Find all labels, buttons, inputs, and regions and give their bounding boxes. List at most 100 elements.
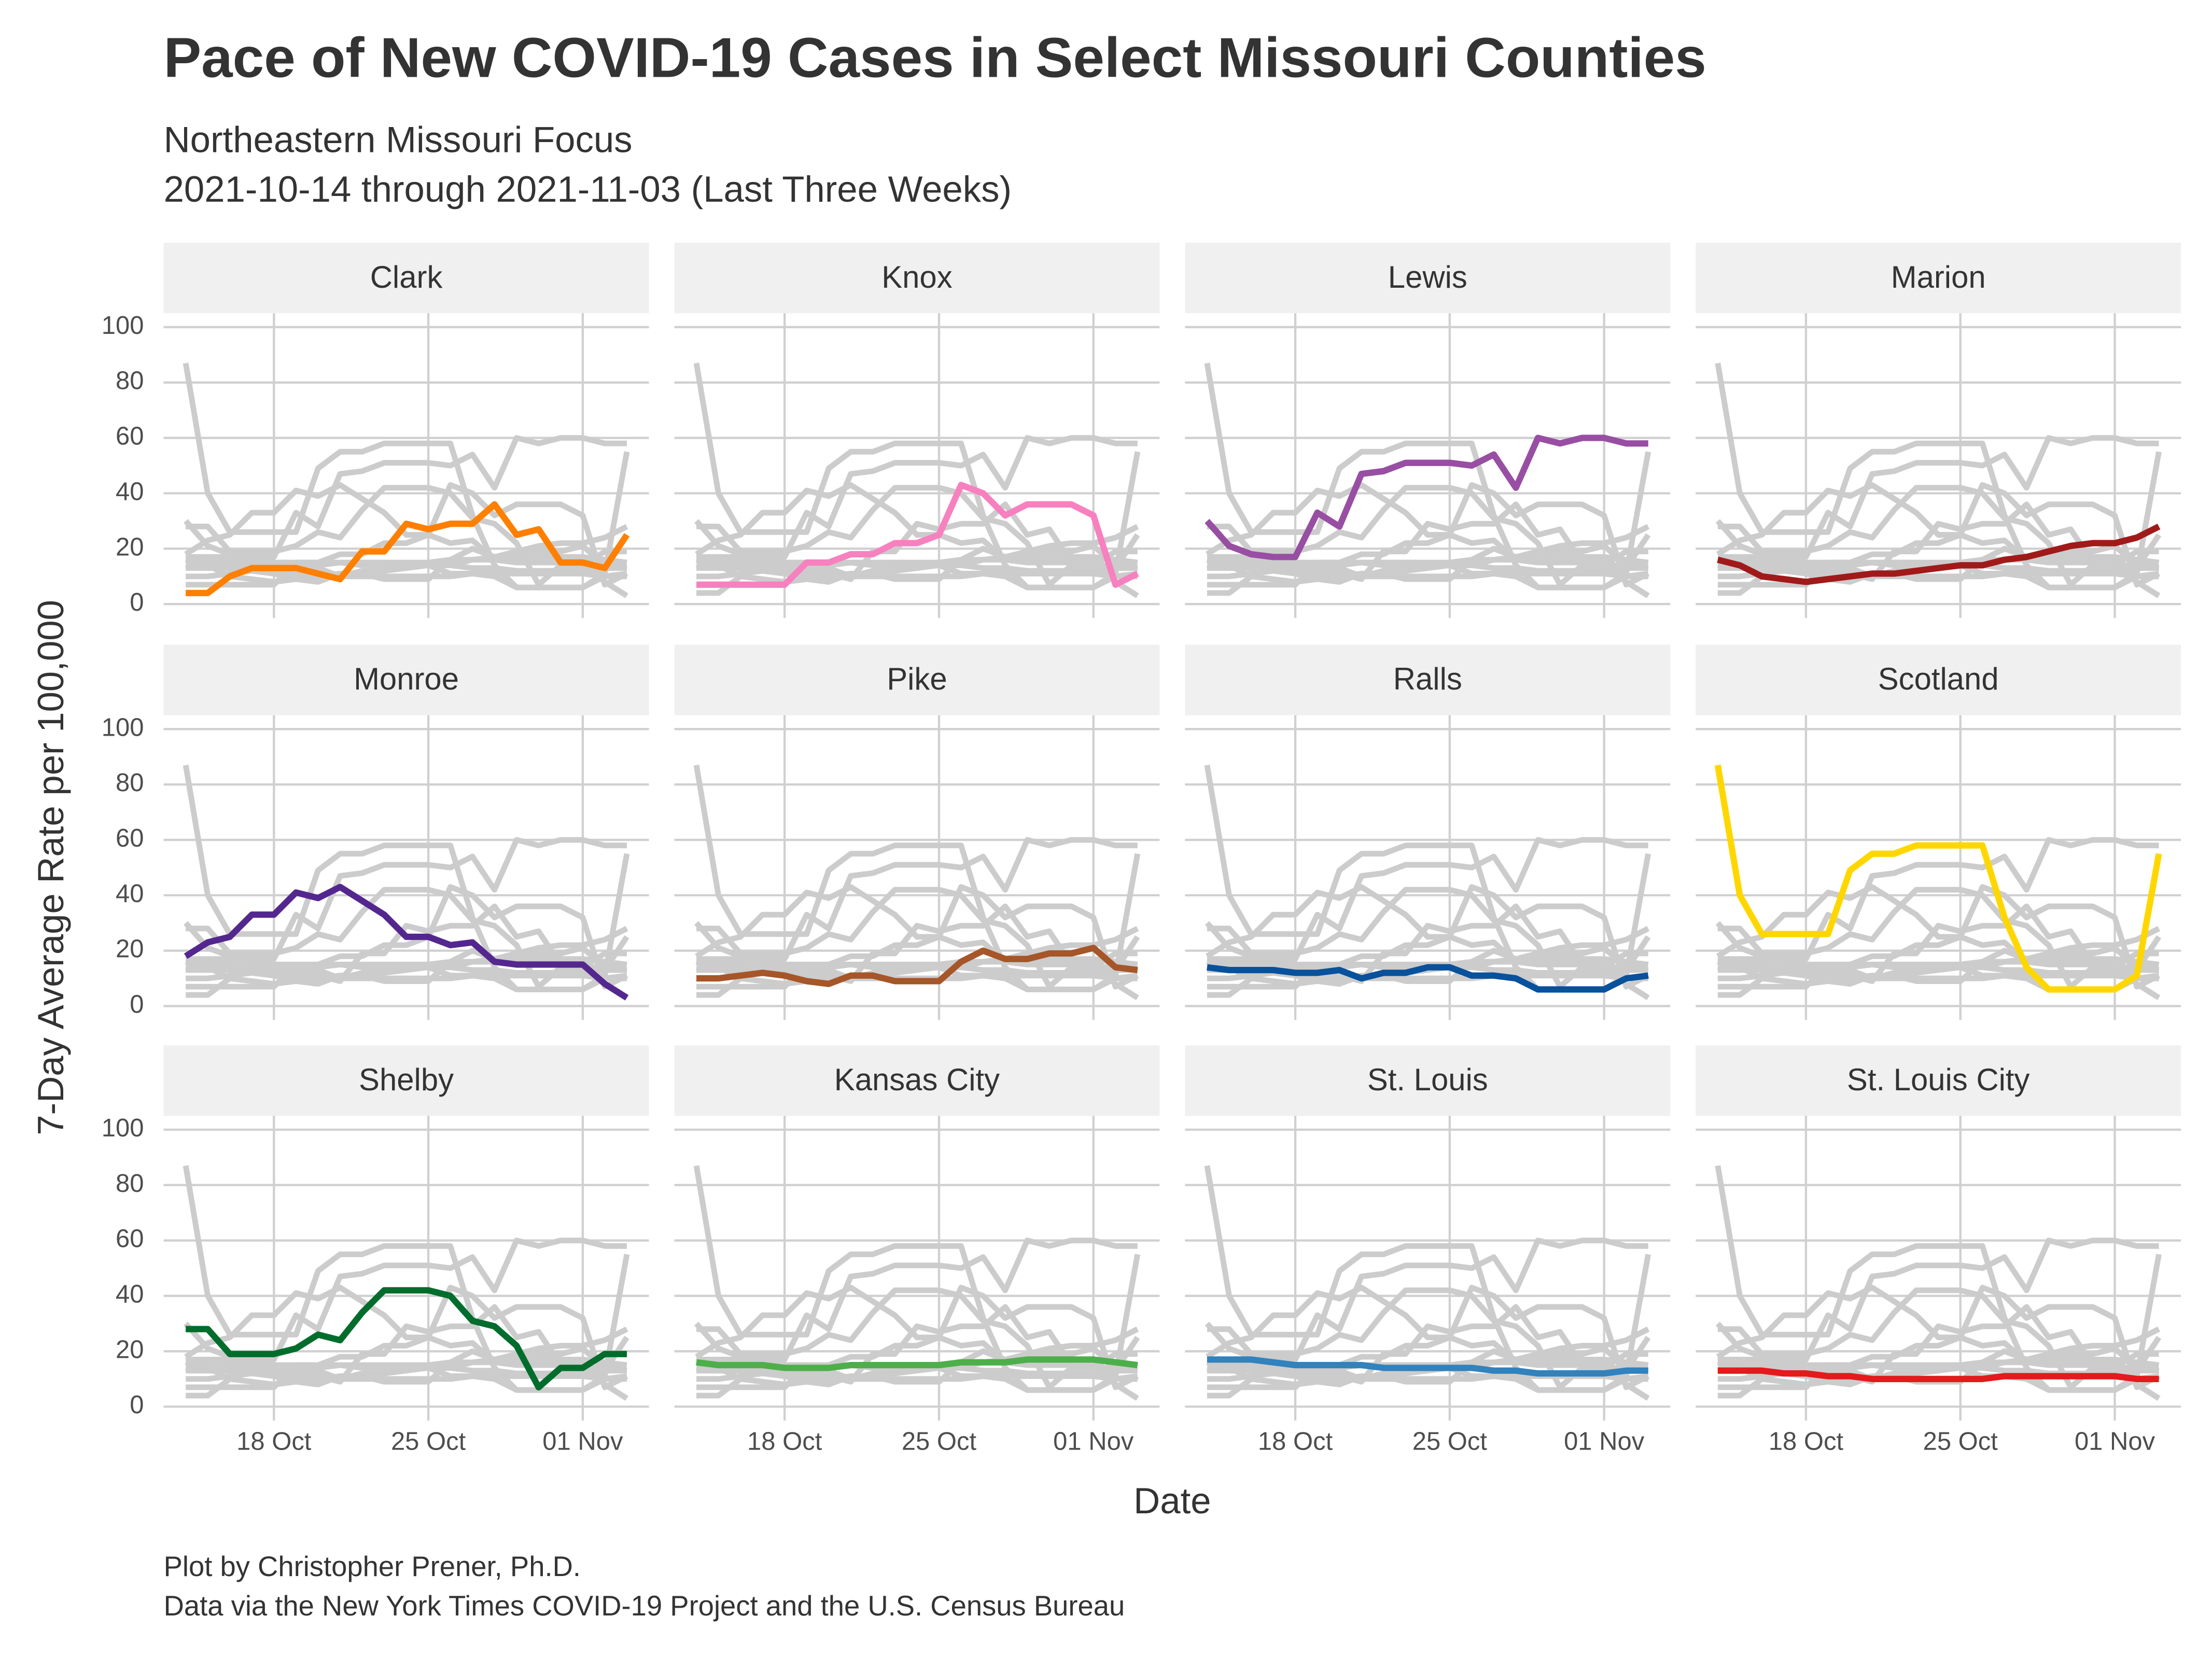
subtitle: Northeastern Missouri Focus bbox=[164, 119, 633, 160]
y-tick-label: 0 bbox=[130, 991, 144, 1019]
context-line bbox=[1206, 482, 1650, 598]
caption: Data via the New York Times COVID-19 Pro… bbox=[164, 1590, 1125, 1622]
x-tick-label: 25 Oct bbox=[1412, 1427, 1488, 1455]
y-tick-label: 20 bbox=[116, 935, 144, 963]
y-tick-label: 100 bbox=[102, 713, 144, 741]
context-line bbox=[184, 1238, 627, 1362]
y-tick-label: 60 bbox=[116, 423, 144, 451]
x-tick-label: 01 Nov bbox=[2075, 1427, 2155, 1455]
context-line bbox=[1206, 1285, 1650, 1401]
series-line bbox=[696, 482, 1139, 588]
context-line bbox=[694, 1238, 1138, 1362]
strip bbox=[1696, 243, 2181, 314]
series-line bbox=[186, 501, 630, 596]
y-tick-label: 40 bbox=[116, 880, 144, 908]
context-line bbox=[186, 1285, 628, 1390]
series-line bbox=[184, 883, 629, 1001]
context-line bbox=[184, 837, 627, 962]
y-axis-title: 7-Day Average Rate per 100,000 bbox=[30, 600, 71, 1135]
y-tick-label: 60 bbox=[116, 824, 144, 852]
context-line bbox=[694, 837, 1138, 962]
context-line bbox=[183, 764, 630, 992]
context-line bbox=[1717, 1285, 2161, 1390]
y-tick-label: 0 bbox=[130, 1391, 144, 1419]
y-tick-label: 0 bbox=[130, 588, 144, 616]
context-line bbox=[693, 764, 1141, 992]
strip bbox=[1696, 1045, 2181, 1116]
x-tick-label: 01 Nov bbox=[1053, 1427, 1134, 1455]
context-line bbox=[1204, 1165, 1651, 1393]
context-line bbox=[1715, 1165, 2162, 1393]
x-axis-title: Date bbox=[1133, 1480, 1211, 1521]
context-line bbox=[1717, 482, 2161, 588]
context-line bbox=[1206, 884, 1650, 1001]
context-line bbox=[1717, 884, 2161, 990]
series-line bbox=[696, 945, 1138, 987]
context-line bbox=[184, 482, 628, 598]
context-line bbox=[696, 1368, 1138, 1382]
panel: St. Louis City 18 Oct 25 Oct 01 Nov bbox=[1696, 1045, 2181, 1455]
strip-label: Scotland bbox=[1878, 662, 1999, 696]
strip bbox=[163, 644, 649, 715]
panel: Shelby 0 20 40 60 80 100 18 Oct 25 Oct 01 Nov bbox=[102, 1045, 649, 1455]
series-line bbox=[1714, 764, 2162, 993]
context-line bbox=[1204, 362, 1651, 591]
panel: Lewis bbox=[1185, 243, 1671, 618]
context-line bbox=[696, 1285, 1139, 1390]
context-line bbox=[1716, 482, 2161, 598]
context-line bbox=[1207, 1285, 1650, 1390]
strip-label: St. Louis City bbox=[1847, 1062, 2030, 1097]
y-tick-label: 100 bbox=[102, 1114, 144, 1142]
y-tick-label: 80 bbox=[116, 769, 144, 797]
x-tick-label: 18 Oct bbox=[1258, 1427, 1333, 1455]
context-line bbox=[1716, 1285, 2161, 1401]
panel: Knox bbox=[674, 243, 1160, 618]
y-tick-label: 40 bbox=[116, 477, 144, 505]
context-line bbox=[1717, 967, 2159, 981]
panel: Ralls bbox=[1185, 644, 1671, 1020]
context-line bbox=[1715, 435, 2159, 560]
strip-label: St. Louis bbox=[1367, 1062, 1488, 1097]
context-line bbox=[186, 884, 628, 990]
y-tick-label: 20 bbox=[116, 533, 144, 561]
panel: Marion bbox=[1696, 243, 2181, 618]
x-tick-label: 25 Oct bbox=[1923, 1427, 1998, 1455]
series-line bbox=[186, 1287, 627, 1390]
x-tick-label: 18 Oct bbox=[1769, 1427, 1844, 1455]
context-line bbox=[693, 1165, 1141, 1393]
chart-title: Pace of New COVID-19 Cases in Select Mis… bbox=[164, 26, 1706, 90]
context-line bbox=[1715, 362, 2162, 591]
strip bbox=[674, 1045, 1160, 1116]
context-line bbox=[695, 1285, 1139, 1401]
y-tick-label: 80 bbox=[116, 367, 144, 395]
strip-label: Kansas City bbox=[834, 1062, 1000, 1097]
series-line bbox=[1717, 1367, 2159, 1382]
series-line bbox=[696, 1356, 1138, 1371]
context-line bbox=[186, 482, 628, 588]
context-line bbox=[1716, 884, 2161, 1001]
context-line bbox=[1717, 565, 2159, 580]
strip bbox=[1185, 243, 1671, 314]
panel: Kansas City 18 Oct 25 Oct 01 Nov bbox=[674, 1045, 1160, 1455]
x-tick-label: 01 Nov bbox=[1564, 1427, 1645, 1455]
y-tick-label: 40 bbox=[116, 1280, 144, 1308]
strip-label: Knox bbox=[881, 260, 952, 294]
x-tick-label: 01 Nov bbox=[542, 1427, 623, 1455]
caption: Plot by Christopher Prener, Ph.D. bbox=[164, 1551, 581, 1582]
series-line bbox=[1205, 434, 1648, 560]
strip-label: Marion bbox=[1891, 260, 1986, 294]
y-tick-label: 80 bbox=[116, 1170, 144, 1198]
series-line bbox=[1717, 524, 2161, 585]
context-line bbox=[184, 435, 627, 560]
panel: Clark 0 20 40 60 80 100 bbox=[102, 243, 649, 618]
strip-label: Pike bbox=[887, 662, 947, 696]
series-line bbox=[1207, 964, 1649, 993]
context-line bbox=[694, 435, 1138, 560]
y-tick-label: 60 bbox=[116, 1225, 144, 1253]
context-line bbox=[695, 884, 1139, 1001]
context-line bbox=[1207, 884, 1650, 990]
strip bbox=[674, 243, 1160, 314]
context-line bbox=[183, 362, 630, 591]
strip-label: Lewis bbox=[1388, 260, 1467, 294]
